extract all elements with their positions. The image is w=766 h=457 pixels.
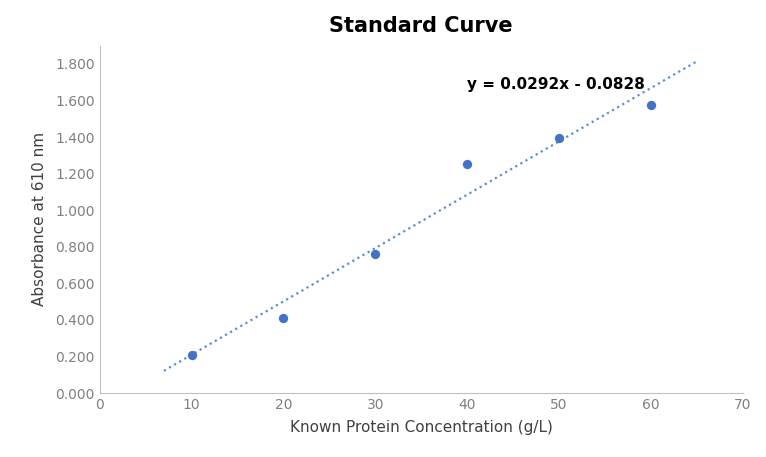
- Text: y = 0.0292x - 0.0828: y = 0.0292x - 0.0828: [467, 77, 645, 91]
- Point: [185, 351, 198, 359]
- Point: [369, 250, 381, 257]
- Y-axis label: Absorbance at 610 nm: Absorbance at 610 nm: [31, 132, 47, 307]
- Title: Standard Curve: Standard Curve: [329, 16, 513, 36]
- X-axis label: Known Protein Concentration (g/L): Known Protein Concentration (g/L): [290, 420, 553, 435]
- Point: [277, 314, 290, 322]
- Point: [461, 160, 473, 168]
- Point: [553, 134, 565, 141]
- Point: [645, 102, 657, 109]
